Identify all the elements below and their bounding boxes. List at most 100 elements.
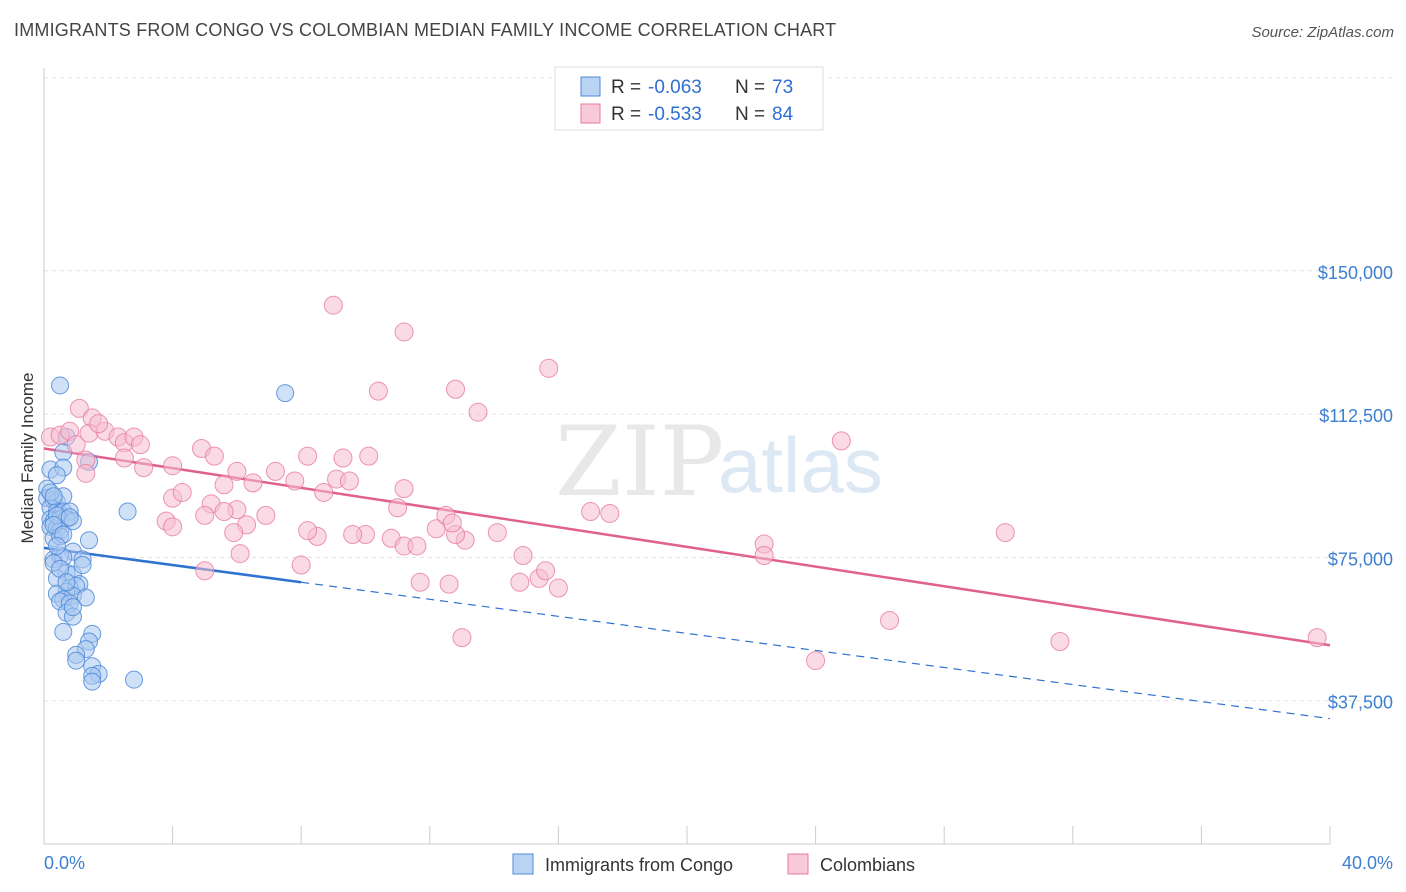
colombian-point bbox=[536, 561, 556, 581]
colombian-point bbox=[114, 448, 134, 468]
colombian-point bbox=[134, 458, 154, 478]
legend-n-label-colombian: N = bbox=[735, 104, 765, 125]
colombian-point bbox=[227, 461, 247, 481]
colombian-point bbox=[581, 502, 601, 522]
chart-title: IMMIGRANTS FROM CONGO VS COLOMBIAN MEDIA… bbox=[14, 20, 837, 40]
legend-n-value-congo: 73 bbox=[772, 77, 793, 98]
congo-point bbox=[276, 384, 295, 403]
colombian-point bbox=[323, 295, 343, 315]
colombian-point bbox=[754, 545, 774, 565]
colombian-point bbox=[343, 524, 363, 544]
series-congo-points bbox=[38, 376, 295, 691]
colombian-point bbox=[204, 446, 224, 466]
colombian-point bbox=[285, 471, 305, 491]
colombian-point bbox=[468, 402, 488, 422]
colombian-point bbox=[452, 628, 472, 648]
watermark-zip: ZIP bbox=[555, 406, 724, 518]
colombian-point bbox=[66, 435, 86, 455]
y-tick-labels: $37,500 $75,000 $112,500 $150,000 bbox=[1318, 263, 1393, 713]
colombian-point bbox=[195, 561, 215, 581]
source-label: Source: ZipAtlas.com bbox=[1251, 24, 1394, 41]
colombian-point bbox=[163, 456, 183, 476]
colombian-point bbox=[339, 471, 359, 491]
colombian-point bbox=[548, 578, 568, 598]
bottom-legend-swatch-colombian bbox=[787, 853, 809, 875]
y-tick-label-0: $37,500 bbox=[1328, 693, 1393, 713]
congo-point bbox=[54, 622, 73, 641]
congo-point bbox=[67, 651, 86, 670]
colombian-point bbox=[880, 610, 900, 630]
colombian-point bbox=[89, 414, 109, 434]
colombian-point bbox=[333, 448, 353, 468]
y-tick-label-1: $75,000 bbox=[1328, 549, 1393, 569]
colombian-point bbox=[510, 572, 530, 592]
legend-r-label-colombian: R = bbox=[611, 104, 641, 125]
y-axis-title: Median Family Income bbox=[18, 372, 37, 543]
congo-point bbox=[60, 508, 79, 527]
congo-point bbox=[57, 573, 76, 592]
congo-point bbox=[76, 588, 95, 607]
legend-r-value-congo: -0.063 bbox=[648, 77, 702, 98]
legend-n-value-colombian: 84 bbox=[772, 104, 794, 125]
colombian-point bbox=[388, 498, 408, 518]
legend-r-value-colombian: -0.533 bbox=[648, 104, 702, 125]
legend: R = -0.063 N = 73 R = -0.533 N = 84 bbox=[554, 66, 824, 131]
bottom-legend: Immigrants from Congo Colombians bbox=[512, 853, 915, 875]
colombian-point bbox=[69, 398, 89, 418]
colombian-point bbox=[442, 513, 462, 533]
colombian-point bbox=[513, 545, 533, 565]
colombian-point bbox=[446, 379, 466, 399]
y-tick-label-3: $150,000 bbox=[1318, 263, 1393, 283]
colombian-point bbox=[995, 523, 1015, 543]
colombian-point bbox=[394, 479, 414, 499]
congo-point bbox=[63, 598, 82, 617]
colombian-point bbox=[195, 505, 215, 525]
congo-point bbox=[44, 487, 63, 506]
colombian-point bbox=[214, 502, 234, 522]
congo-point bbox=[47, 536, 66, 555]
colombian-point bbox=[243, 473, 263, 493]
bottom-legend-swatch-congo bbox=[512, 853, 534, 875]
trend-line-congo-extension bbox=[301, 581, 1331, 720]
colombian-point bbox=[394, 322, 414, 342]
colombian-point bbox=[439, 574, 459, 594]
colombian-point bbox=[214, 475, 234, 495]
colombian-point bbox=[831, 431, 851, 451]
congo-point bbox=[73, 556, 92, 575]
colombian-point bbox=[130, 435, 150, 455]
axes bbox=[43, 68, 1331, 845]
congo-point bbox=[47, 466, 66, 485]
colombian-point bbox=[163, 517, 183, 537]
colombian-point bbox=[298, 521, 318, 541]
colombian-point bbox=[224, 523, 244, 543]
y-tick-label-2: $112,500 bbox=[1319, 406, 1393, 426]
congo-point bbox=[125, 670, 144, 689]
congo-point bbox=[83, 672, 102, 691]
colombian-point bbox=[76, 463, 96, 483]
colombian-point bbox=[1050, 631, 1070, 651]
legend-swatch-congo bbox=[580, 76, 601, 97]
gridlines bbox=[44, 77, 1394, 702]
colombian-point bbox=[265, 461, 285, 481]
congo-point bbox=[118, 502, 137, 521]
colombian-point bbox=[314, 482, 334, 502]
colombian-point bbox=[806, 651, 826, 671]
colombian-point bbox=[291, 555, 311, 575]
congo-point bbox=[51, 376, 70, 395]
colombian-point bbox=[256, 505, 276, 525]
colombian-point bbox=[359, 446, 379, 466]
bottom-legend-colombian: Colombians bbox=[820, 855, 915, 875]
congo-point bbox=[80, 531, 99, 550]
colombian-point bbox=[407, 536, 427, 556]
x-tick-min: 0.0% bbox=[44, 853, 85, 873]
watermark-atlas: atlas bbox=[718, 421, 883, 509]
bottom-legend-congo: Immigrants from Congo bbox=[545, 855, 733, 875]
series-colombian-points bbox=[40, 295, 1327, 671]
colombian-point bbox=[410, 572, 430, 592]
colombian-point bbox=[230, 544, 250, 564]
colombian-point bbox=[172, 482, 192, 502]
legend-n-label-congo: N = bbox=[735, 77, 765, 98]
x-tick-max: 40.0% bbox=[1342, 853, 1393, 873]
colombian-point bbox=[600, 503, 620, 523]
